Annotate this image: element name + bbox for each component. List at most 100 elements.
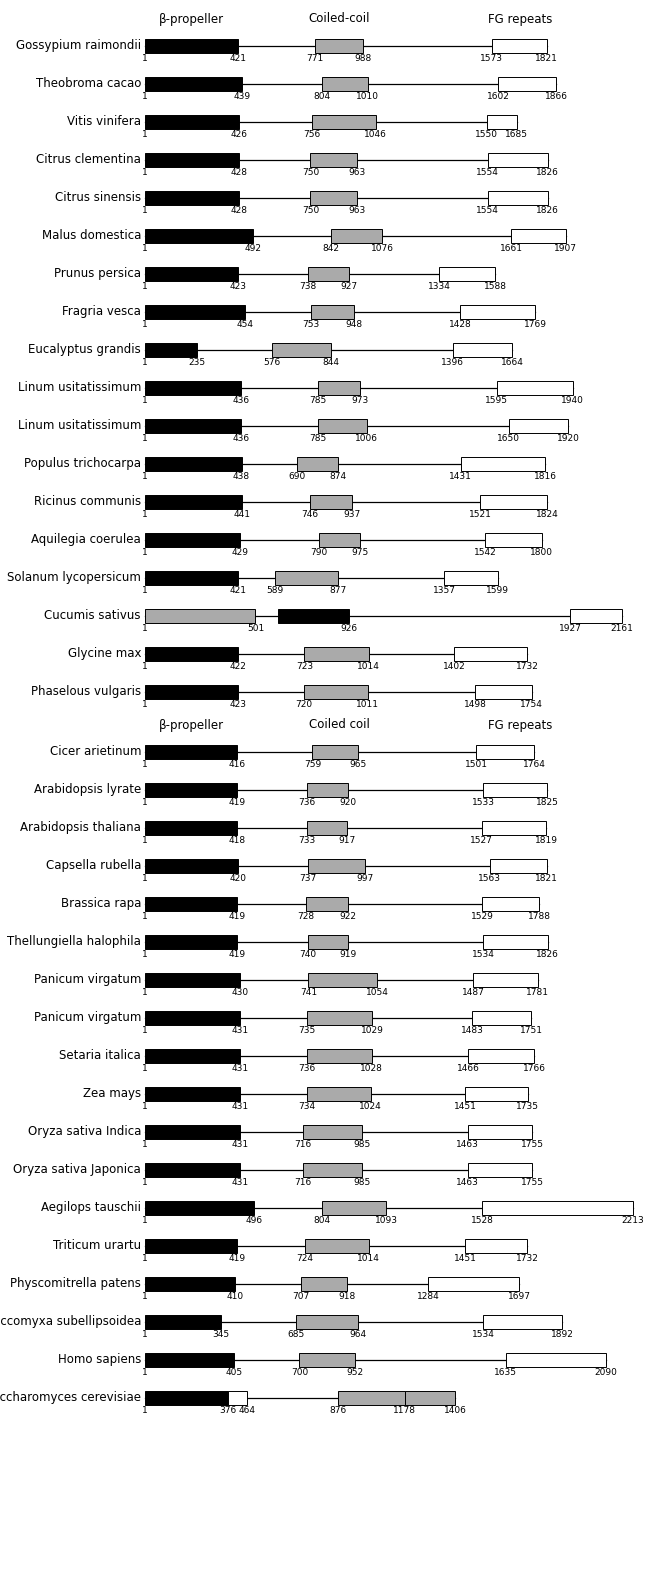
Bar	[145, 1163, 240, 1177]
Text: 1: 1	[143, 434, 148, 442]
Text: 740: 740	[299, 951, 317, 959]
Text: Gossypium raimondii: Gossypium raimondii	[16, 39, 141, 52]
Text: 927: 927	[341, 282, 358, 291]
Bar	[145, 39, 238, 54]
Bar	[318, 381, 360, 395]
Text: Prunus persica: Prunus persica	[54, 268, 141, 280]
Bar	[307, 822, 347, 834]
Text: 589: 589	[266, 586, 284, 595]
Text: 1: 1	[143, 1406, 148, 1415]
Text: 1826: 1826	[537, 206, 559, 216]
Text: 345: 345	[213, 1330, 229, 1339]
Text: 1800: 1800	[531, 548, 553, 557]
Bar	[301, 1277, 347, 1291]
Bar	[145, 897, 237, 911]
Text: 1534: 1534	[472, 1330, 494, 1339]
Text: 1: 1	[143, 472, 148, 482]
Text: 1: 1	[143, 206, 148, 216]
Bar	[476, 685, 532, 699]
Text: Panicum virgatum: Panicum virgatum	[34, 1012, 141, 1025]
Text: 1357: 1357	[433, 586, 456, 595]
Bar	[311, 305, 354, 320]
Bar	[307, 1011, 372, 1025]
Text: 952: 952	[347, 1368, 364, 1377]
Bar	[483, 782, 548, 796]
Text: 1029: 1029	[360, 1026, 384, 1036]
Text: 431: 431	[231, 1026, 249, 1036]
Text: 1661: 1661	[500, 244, 523, 253]
Text: 876: 876	[330, 1406, 347, 1415]
Text: 716: 716	[294, 1177, 312, 1187]
Text: 438: 438	[233, 472, 250, 482]
Text: 1940: 1940	[561, 397, 584, 405]
Bar	[482, 897, 539, 911]
Bar	[570, 609, 621, 623]
Text: 1284: 1284	[417, 1292, 439, 1302]
Text: 917: 917	[339, 836, 356, 845]
Text: 1: 1	[143, 586, 148, 595]
Bar	[480, 494, 547, 508]
Bar	[497, 381, 573, 395]
Text: 422: 422	[229, 663, 246, 671]
Bar	[145, 609, 255, 623]
Text: 918: 918	[339, 1292, 356, 1302]
Bar	[145, 1391, 228, 1406]
Text: 1431: 1431	[449, 472, 472, 482]
Bar	[498, 77, 557, 91]
Text: 1: 1	[143, 131, 148, 139]
Text: Populus trichocarpa: Populus trichocarpa	[24, 458, 141, 471]
Text: 720: 720	[295, 700, 312, 708]
Bar	[468, 1163, 532, 1177]
Text: 1824: 1824	[536, 510, 559, 519]
Bar	[472, 1011, 531, 1025]
Text: 1: 1	[143, 548, 148, 557]
Text: 1: 1	[143, 397, 148, 405]
Text: Oryza sativa Japonica: Oryza sativa Japonica	[13, 1163, 141, 1176]
Bar	[405, 1391, 455, 1406]
Bar	[483, 935, 548, 949]
Text: Citrus clementina: Citrus clementina	[36, 153, 141, 167]
Text: 1: 1	[143, 760, 148, 770]
Bar	[145, 1277, 235, 1291]
Text: 771: 771	[307, 54, 323, 63]
Text: 1: 1	[143, 282, 148, 291]
Text: Aquilegia coerulea: Aquilegia coerulea	[31, 534, 141, 546]
Text: 1011: 1011	[356, 700, 380, 708]
Text: 1483: 1483	[461, 1026, 483, 1036]
Text: 1: 1	[143, 91, 148, 101]
Text: 1664: 1664	[500, 357, 524, 367]
Text: Oryza sativa Indica: Oryza sativa Indica	[28, 1125, 141, 1138]
Text: 436: 436	[233, 397, 249, 405]
Text: 1755: 1755	[520, 1140, 544, 1149]
Text: 421: 421	[229, 586, 246, 595]
Text: 920: 920	[340, 798, 356, 807]
Bar	[145, 647, 238, 661]
Text: 1010: 1010	[356, 91, 379, 101]
Text: 1920: 1920	[557, 434, 580, 442]
Text: 1: 1	[143, 1064, 148, 1073]
Text: 1550: 1550	[475, 131, 498, 139]
Text: 1024: 1024	[360, 1102, 382, 1111]
Bar	[145, 268, 238, 282]
Bar	[509, 419, 568, 433]
Text: 2213: 2213	[621, 1217, 644, 1225]
Bar	[145, 494, 242, 508]
Text: FG repeats: FG repeats	[488, 718, 552, 732]
Bar	[483, 1314, 562, 1328]
Text: 576: 576	[263, 357, 281, 367]
Text: 1697: 1697	[508, 1292, 531, 1302]
Text: 700: 700	[291, 1368, 308, 1377]
Bar	[487, 115, 516, 129]
Text: 1527: 1527	[470, 836, 493, 845]
Text: 418: 418	[229, 836, 246, 845]
Text: 1046: 1046	[364, 131, 387, 139]
Text: 235: 235	[189, 357, 205, 367]
Text: 753: 753	[303, 320, 319, 329]
Text: 1: 1	[143, 1330, 148, 1339]
Text: 1: 1	[143, 988, 148, 996]
Bar	[145, 153, 239, 167]
Text: 1766: 1766	[523, 1064, 546, 1073]
Text: 1014: 1014	[357, 1254, 380, 1262]
Bar	[307, 1088, 371, 1100]
Text: 1: 1	[143, 168, 148, 176]
